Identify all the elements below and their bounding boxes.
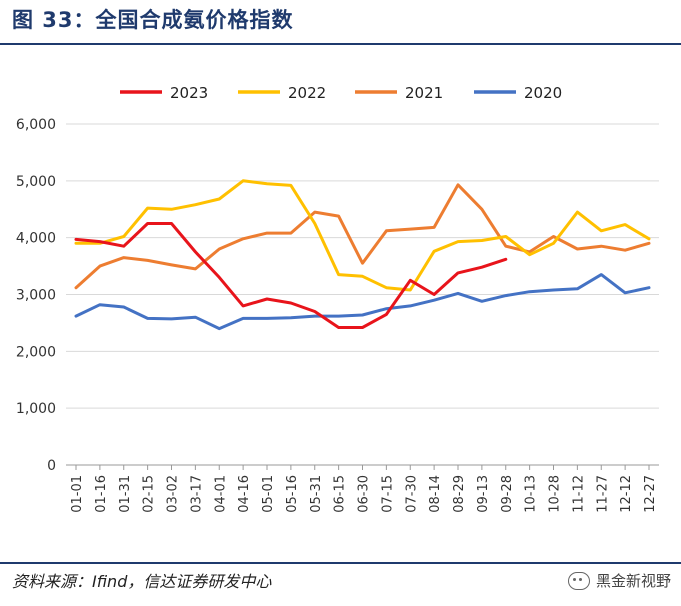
series-group [74,179,651,331]
legend-label-2023: 2023 [170,84,208,102]
x-tick-label: 01-31 [118,475,133,513]
x-tick-label: 08-29 [452,475,467,513]
x-tick-label: 05-31 [309,475,324,513]
x-tick-label: 06-15 [333,475,348,513]
line-chart: 2023 2022 2021 2020 0 1,000 2,000 3,000 4,000 5,… [16,84,659,513]
x-tick-label: 11-27 [595,475,610,513]
x-tick-label: 09-13 [476,475,491,513]
series-line-2023 [74,222,508,329]
x-tick-label: 03-17 [189,475,204,513]
grid-lines [66,123,659,409]
watermark: 黑金新视野 [567,570,671,591]
y-tick-label: 2,000 [16,344,56,360]
y-tick-label: 3,000 [16,288,56,304]
wechat-icon [567,571,590,590]
y-tick-label: 5,000 [16,174,56,190]
x-tick-label: 05-01 [261,475,276,513]
x-tick-label: 07-30 [404,475,419,513]
y-tick-label: 0 [47,458,56,474]
x-tick-label: 12-12 [619,475,634,513]
legend-label-2020: 2020 [524,84,562,102]
x-tick-label: 02-15 [142,475,157,513]
x-tick-label: 08-14 [428,475,443,513]
x-axis: 01-01 01-16 01-31 02-15 03-02 03-17 04-01 04-16… [66,464,659,513]
x-tick-label: 04-16 [237,475,252,513]
footer-divider [0,562,681,564]
x-tick-label: 09-28 [500,475,515,513]
title-divider [0,43,681,45]
legend-label-2022: 2022 [288,84,326,102]
x-tick-label: 03-02 [166,475,181,513]
series-line-2022 [74,179,651,292]
series-line-2021 [74,183,651,290]
x-tick-label: 01-01 [70,475,85,513]
x-tick-label: 04-01 [213,475,228,513]
y-tick-label: 6,000 [16,117,56,133]
x-tick-label: 07-15 [380,475,395,513]
x-tick-label: 06-30 [357,475,372,513]
x-tick-label: 01-16 [94,475,109,513]
chart-title: 图 33：全国合成氨价格指数 [12,8,294,32]
y-tick-label: 4,000 [16,231,56,247]
x-tick-label: 11-12 [571,475,586,513]
y-tick-label: 1,000 [16,401,56,417]
x-tick-label: 05-16 [285,475,300,513]
y-axis: 0 1,000 2,000 3,000 4,000 5,000 6,000 [16,117,56,474]
x-tick-label: 10-13 [524,475,539,513]
source-note: 资料来源：Ifind，信达证券研发中心 [12,572,272,591]
legend-label-2021: 2021 [405,84,443,102]
x-tick-label: 10-28 [548,475,563,513]
watermark-label: 黑金新视野 [595,572,671,590]
legend: 2023 2022 2021 2020 [120,84,562,102]
x-tick-label: 12-27 [643,475,658,513]
series-line-2020 [74,273,651,331]
